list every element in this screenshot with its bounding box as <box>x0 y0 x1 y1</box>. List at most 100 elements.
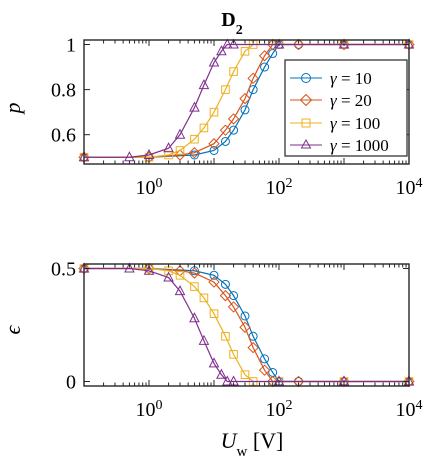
series-square <box>79 264 414 386</box>
x-tick-label: 104 <box>396 176 423 200</box>
x-tick-label: 102 <box>266 398 293 422</box>
x-axis-label: Uw [V] <box>221 428 284 460</box>
data-point <box>240 46 250 56</box>
data-point <box>228 38 239 49</box>
bottom-panel-epsilon: 100 102 104 0 0.5 ϵ Uw [V] <box>0 259 423 460</box>
data-point <box>227 301 240 313</box>
data-point <box>227 113 240 125</box>
y-tick-label: 0.8 <box>51 80 76 102</box>
bottom-panel-y-axis-label: ϵ <box>0 324 25 334</box>
figure-title-main: D <box>221 9 235 31</box>
legend-marker-triangle <box>300 138 312 149</box>
data-point <box>240 311 250 321</box>
data-point <box>124 262 135 273</box>
data-point <box>229 291 239 301</box>
data-point <box>198 334 210 345</box>
y-tick-label: 0 <box>66 371 76 393</box>
top-panel-data <box>78 38 415 163</box>
data-point <box>163 142 174 153</box>
y-tick-label: 0.6 <box>51 125 76 147</box>
legend-label: γ = 1000 <box>330 136 389 155</box>
data-point <box>220 136 230 146</box>
legend-entry-gamma-20: γ = 20 <box>290 91 372 110</box>
data-point <box>175 146 185 155</box>
data-point <box>240 105 250 115</box>
data-point <box>174 285 186 296</box>
data-point <box>258 364 271 376</box>
legend: γ = 10 γ = 20 γ = 100 γ = 1000 <box>284 59 408 157</box>
data-point <box>208 138 220 150</box>
series-line <box>84 267 409 383</box>
data-point <box>208 276 220 288</box>
figure-title-subscript: 2 <box>236 23 243 38</box>
legend-box <box>284 59 408 157</box>
legend-entry-gamma-100: γ = 100 <box>290 114 380 133</box>
data-point <box>221 331 230 341</box>
data-point <box>174 128 186 139</box>
figure-title: D2 <box>221 9 242 38</box>
series-triangle <box>78 38 415 162</box>
series-line <box>84 267 409 383</box>
data-point <box>189 101 200 112</box>
x-tick-label: 104 <box>396 398 423 422</box>
x-tick-label: 100 <box>136 176 163 200</box>
series-circle <box>79 264 414 386</box>
legend-label: γ = 20 <box>330 91 372 110</box>
data-point <box>240 370 250 380</box>
data-point <box>188 147 201 159</box>
series-diamond <box>78 262 415 388</box>
y-tick-label: 1 <box>66 35 76 57</box>
data-point <box>221 85 230 94</box>
data-point <box>199 123 209 133</box>
data-point <box>175 270 185 280</box>
data-point <box>229 350 238 359</box>
data-point <box>188 267 201 279</box>
top-panel-ticks: 100 102 104 0.6 0.8 1 <box>51 35 423 199</box>
bottom-panel-data <box>78 262 415 388</box>
top-panel-p: 100 102 104 0.6 0.8 1 p γ = 10 γ = 20 γ = 100 <box>0 35 423 199</box>
y-tick-label: 0.5 <box>51 259 76 281</box>
data-point <box>199 293 209 303</box>
data-point <box>163 271 174 282</box>
data-point <box>229 67 238 76</box>
legend-label: γ = 100 <box>330 114 380 133</box>
data-point <box>247 72 259 85</box>
data-point <box>247 341 259 354</box>
x-tick-label: 102 <box>266 176 293 200</box>
series-triangle <box>78 262 415 386</box>
bottom-panel-axes-frame <box>83 263 410 387</box>
data-point <box>209 309 219 319</box>
data-point <box>208 357 220 368</box>
data-point <box>220 279 230 289</box>
data-point <box>189 150 199 160</box>
data-point <box>239 321 251 333</box>
data-point <box>221 375 233 386</box>
data-point <box>164 150 173 160</box>
legend-label: γ = 10 <box>330 69 372 88</box>
data-point <box>260 354 270 364</box>
data-point <box>273 38 285 49</box>
data-point <box>292 38 305 51</box>
data-point <box>219 289 232 302</box>
data-point <box>219 124 232 136</box>
data-point <box>216 45 227 56</box>
data-point <box>209 107 219 117</box>
data-point <box>221 38 233 49</box>
legend-marker-circle <box>301 73 311 83</box>
x-tick-label: 100 <box>136 398 163 422</box>
data-point <box>209 270 219 280</box>
data-point <box>190 134 199 144</box>
data-point <box>260 62 270 72</box>
top-panel-axes-frame <box>83 39 410 165</box>
legend-entry-gamma-1000: γ = 1000 <box>290 136 389 155</box>
data-point <box>143 264 155 275</box>
data-point <box>209 145 219 155</box>
data-point <box>198 79 210 90</box>
data-point <box>190 282 199 291</box>
data-point <box>258 50 271 62</box>
data-point <box>239 92 251 105</box>
legend-marker-square <box>301 118 311 128</box>
data-point <box>216 368 227 379</box>
data-point <box>189 312 200 323</box>
